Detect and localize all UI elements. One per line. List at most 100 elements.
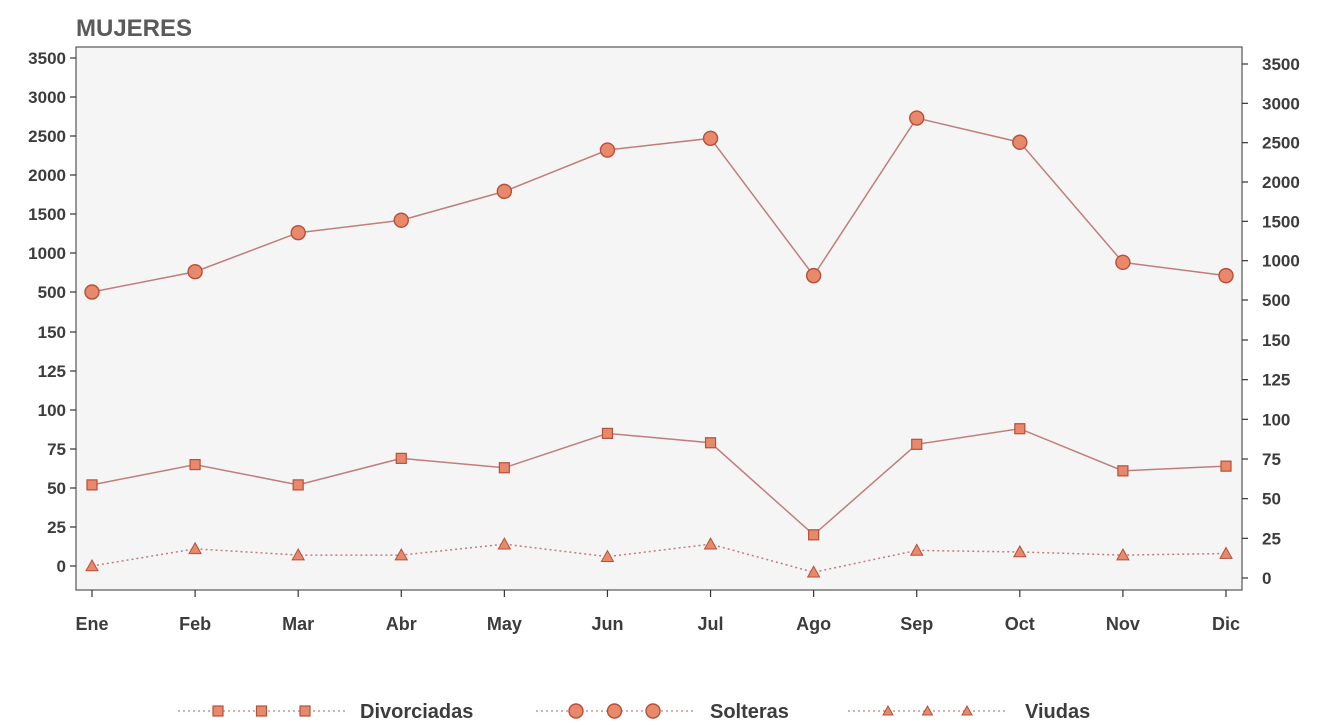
data-point [291,548,306,561]
legend-marker [961,704,973,716]
data-point [290,225,306,241]
data-point [1116,548,1130,561]
plot-area [75,46,1243,591]
y-tick-label-left: 100 [38,401,66,420]
data-point [395,452,407,464]
legend-marker [212,705,224,717]
y-tick-label-right: 25 [1262,529,1281,548]
chart-title: MUJERES [76,15,192,42]
y-tick-label-right: 150 [1262,331,1290,350]
legend-label: Solteras [710,701,789,723]
y-tick-label-left: 2000 [28,166,66,185]
y-tick-label-left: 125 [38,362,66,381]
data-point [702,130,719,147]
series-solteras [84,110,1234,300]
data-point [84,284,100,300]
legend-marker [882,704,894,716]
y-tick-label-right: 500 [1262,291,1290,310]
x-tick-label: Feb [179,614,211,634]
y-tick-label-left: 3000 [28,88,66,107]
legend: Divorciadas Solteras Viudas [178,701,1090,723]
x-tick-label: Sep [900,614,933,634]
data-point [292,479,304,491]
y-tick-label-left: 2500 [28,127,66,146]
legend-marker [921,704,934,716]
x-tick-label: Abr [386,614,417,634]
data-point [805,267,822,284]
y-tick-label-right: 125 [1262,371,1290,390]
data-point [808,529,820,541]
data-point [497,537,512,550]
y-tick-label-left: 150 [38,323,66,342]
x-tick-label: Mar [282,614,314,634]
data-point [1220,460,1232,472]
y-tick-label-right: 2000 [1262,173,1300,192]
y-tick-label-right: 3500 [1262,55,1300,74]
data-point [911,438,923,450]
data-point [601,427,614,439]
x-tick-label: Dic [1212,614,1240,634]
y-tick-label-left: 1500 [28,205,66,224]
data-point [703,537,718,550]
y-tick-label-right: 50 [1262,490,1281,509]
data-point [600,549,615,562]
data-point [498,462,510,474]
y-tick-label-left: 1000 [28,244,66,263]
data-point [1219,546,1233,559]
y-tick-label-left: 50 [47,479,66,498]
data-point [1117,465,1129,477]
legend-marker [255,705,268,717]
x-tick-label: Nov [1106,614,1140,634]
y-tick-label-right: 0 [1262,569,1271,588]
data-point [86,479,98,491]
y-tick-label-left: 0 [57,557,66,576]
series-viudas [85,537,1233,578]
data-point [909,543,924,556]
legend-marker [606,703,623,719]
y-tick-label-left: 25 [47,518,66,537]
series-line [91,427,1227,536]
data-point [1115,254,1131,271]
data-point [1218,267,1234,284]
y-tick-label-left: 75 [47,440,66,459]
y-tick-label-right: 1500 [1262,212,1300,231]
series-line [91,543,1227,574]
y-tick-label-right: 3000 [1262,94,1300,113]
axes: 0 0 25 25 50 50 75 75 100 100 125 125 150 150 500 500 10… [28,49,1300,634]
data-point [909,110,925,126]
x-tick-label: Ene [75,614,108,634]
y-tick-label-right: 2500 [1262,134,1300,153]
data-point [1014,423,1026,435]
data-point [394,548,409,561]
series-line [91,117,1227,293]
data-point [189,459,201,471]
data-point [187,264,203,280]
x-tick-label: Ago [796,614,831,634]
y-tick-label-right: 1000 [1262,252,1300,271]
y-tick-label-right: 100 [1262,410,1290,429]
data-point [704,437,717,449]
data-point [85,558,99,572]
x-tick-label: Jul [698,614,724,634]
series-layer [84,110,1234,578]
legend-label: Divorciadas [360,701,473,723]
y-tick-label-left: 3500 [28,49,66,68]
legend-marker [299,705,311,717]
x-tick-label: Oct [1005,614,1035,634]
data-point [599,142,616,158]
y-tick-label-right: 75 [1262,450,1281,469]
data-point [496,183,513,200]
x-tick-label: May [487,614,522,634]
legend-marker [568,703,584,719]
series-divorciadas [86,423,1232,541]
data-point [188,541,202,555]
legend-label: Viudas [1025,701,1090,723]
data-point [393,212,409,228]
legend-marker [645,703,661,719]
x-tick-label: Jun [591,614,623,634]
y-tick-label-left: 500 [38,283,66,302]
data-point [1012,544,1027,558]
data-point [806,565,821,578]
data-point [1012,134,1028,150]
